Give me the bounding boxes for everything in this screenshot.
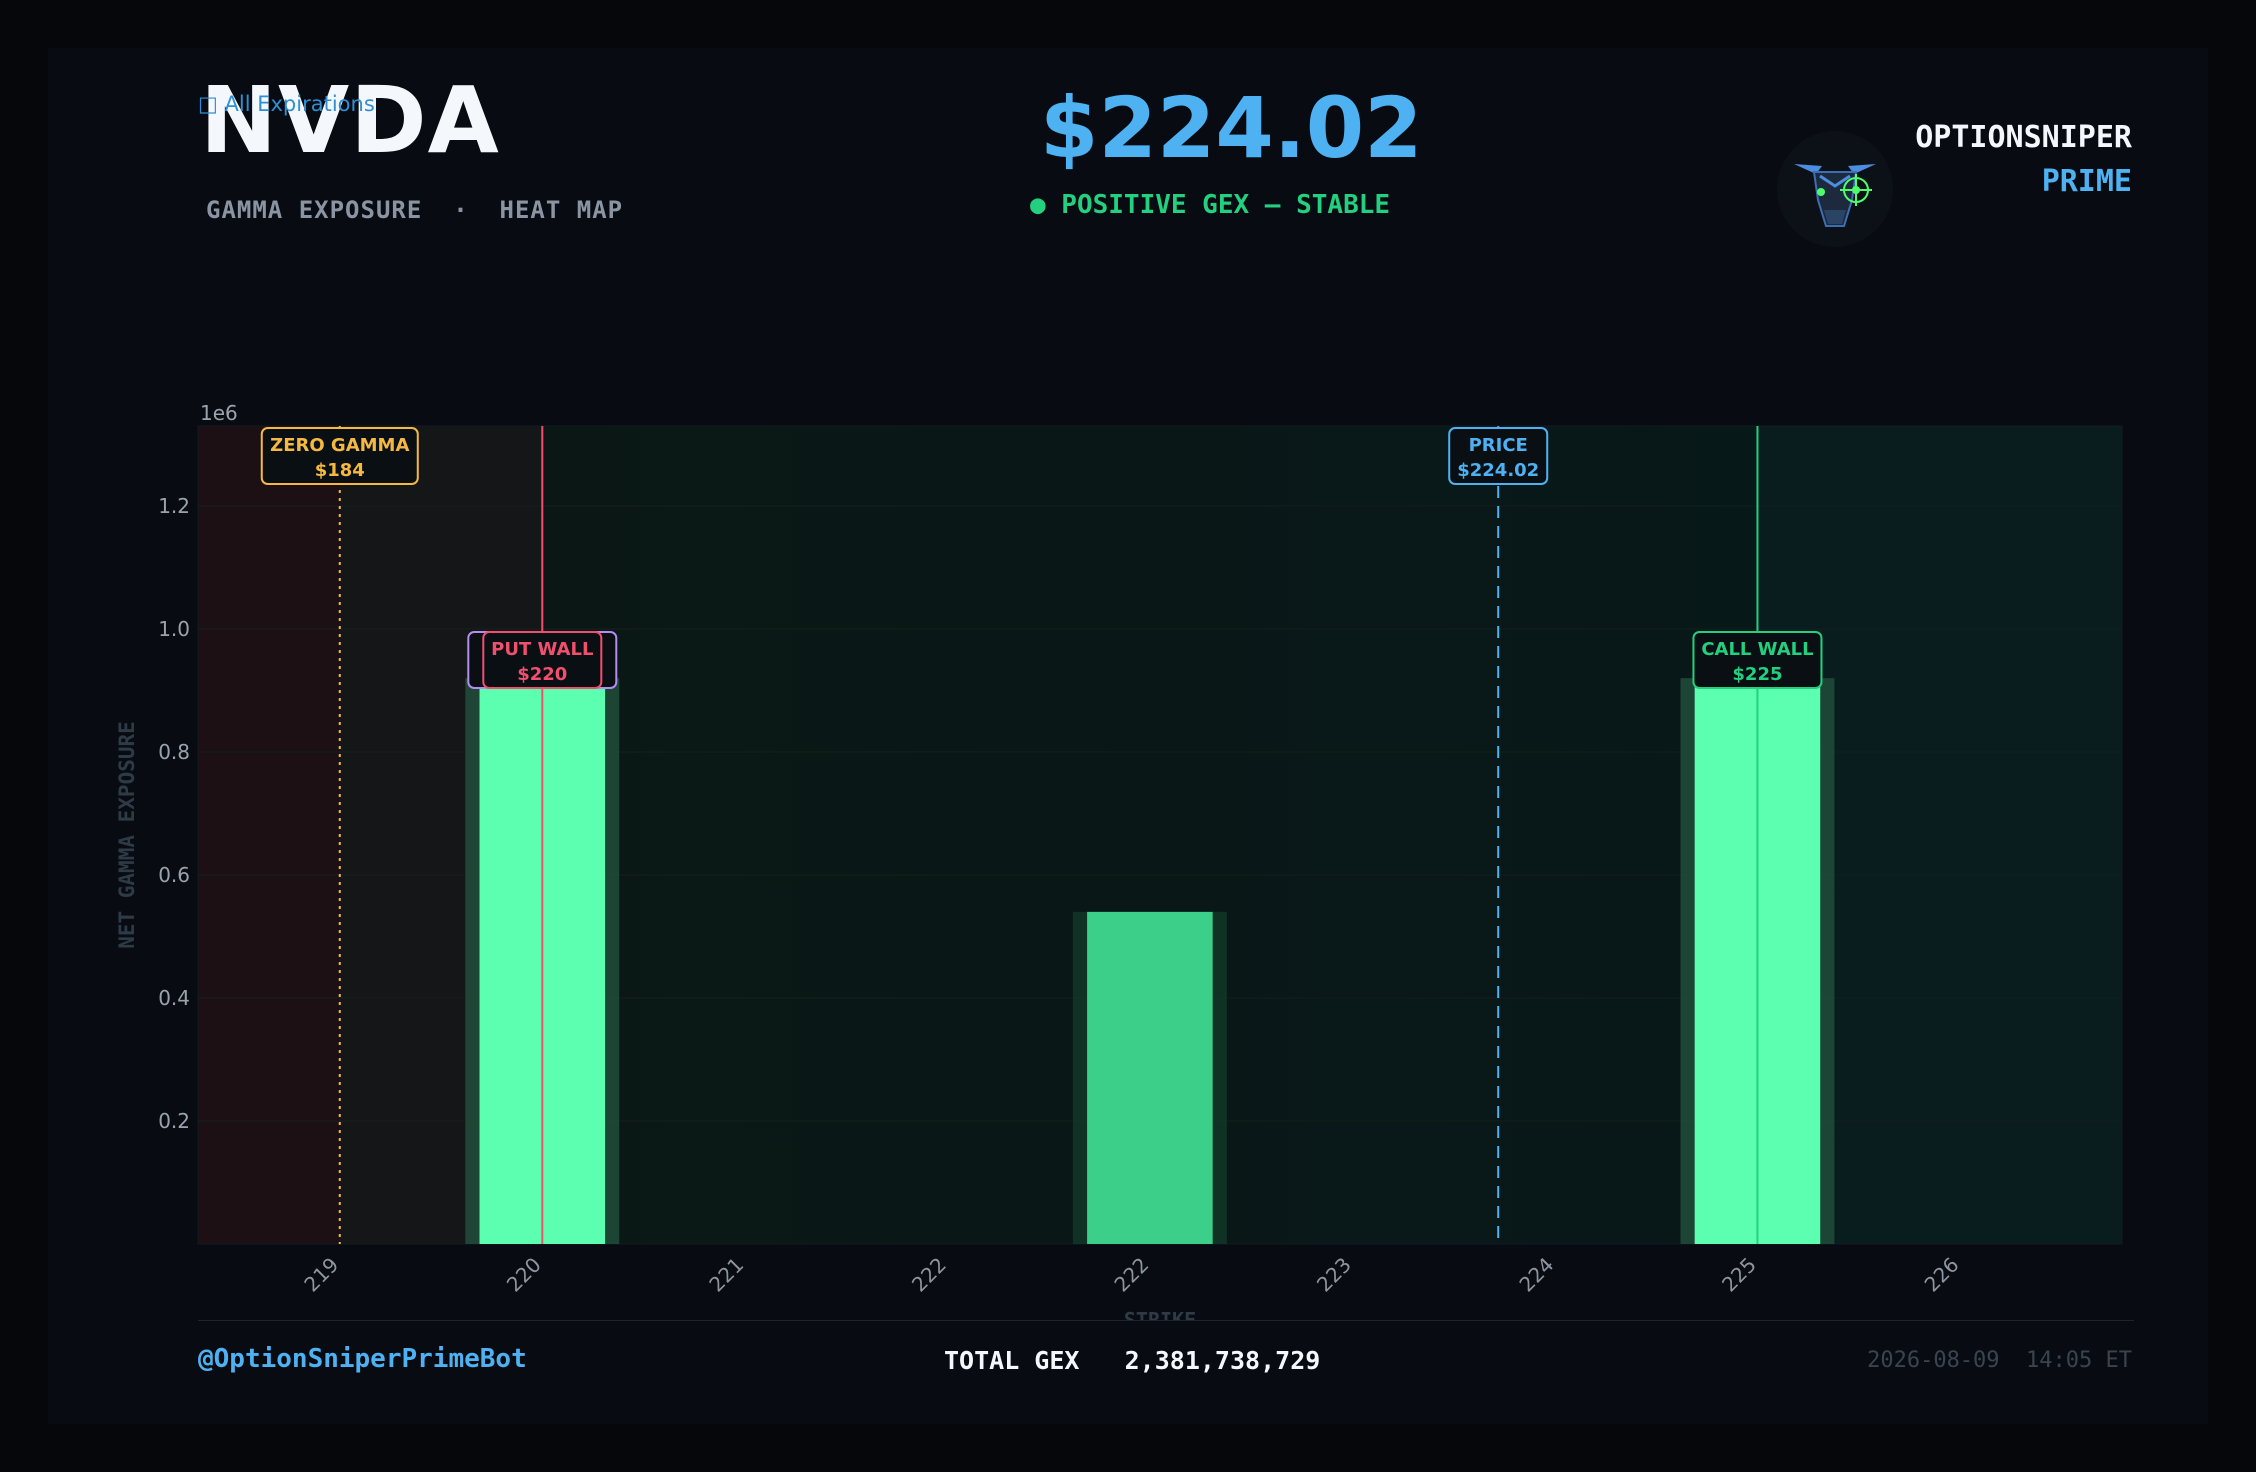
x-tick-label: 225 (1717, 1253, 1761, 1297)
gex-regime-status: ● POSITIVE GEX — STABLE (1030, 190, 1391, 220)
total-gex-value: 2,381,738,729 (1124, 1346, 1321, 1375)
y-scale-label: 1e6 (200, 401, 238, 425)
gex-bar (1087, 911, 1213, 1244)
y-tick-label: 0.8 (158, 740, 190, 764)
y-tick-label: 0.4 (158, 986, 190, 1010)
x-tick-label: 222 (907, 1253, 951, 1297)
total-gex: TOTAL GEX 2,381,738,729 (944, 1346, 1320, 1375)
x-tick-label: 221 (704, 1253, 748, 1297)
bot-handle-link[interactable]: @OptionSniperPrimeBot (198, 1344, 527, 1374)
brand-tier: PRIME (2041, 164, 2132, 199)
bull-crosshair-logo-icon (1777, 131, 1893, 247)
zero-gamma-label-value: $184 (315, 460, 365, 481)
x-tick-label: 222 (1109, 1253, 1153, 1297)
price-label-title: PRICE (1469, 435, 1528, 456)
y-tick-label: 0.2 (158, 1109, 190, 1133)
chart-subtitle: GAMMA EXPOSURE · HEAT MAP (206, 196, 624, 224)
x-tick-label: 220 (502, 1253, 546, 1297)
x-tick-label: 223 (1312, 1253, 1356, 1297)
zero-gamma-label-box (260, 427, 419, 485)
footer-divider (198, 1320, 2134, 1321)
total-gex-label: TOTAL GEX (944, 1346, 1080, 1375)
ticker-symbol: NVDA (200, 67, 500, 174)
call-wall-label-value: $225 (1732, 664, 1782, 685)
y-axis-label: NET GAMMA EXPOSURE (115, 721, 139, 949)
call-wall-label-box (1692, 631, 1823, 689)
x-tick-label: 226 (1920, 1253, 1964, 1297)
brand-name: OPTIONSNIPER (1915, 120, 2132, 155)
x-axis-label: STRIKE (1124, 1308, 1196, 1320)
negative-gamma-zone (198, 426, 340, 1244)
y-tick-label: 1.2 (158, 494, 190, 518)
y-tick-label: 1.0 (158, 617, 190, 641)
x-tick-label: 224 (1514, 1253, 1558, 1297)
price-label-value: $224.02 (1457, 460, 1539, 481)
call-wall-label-title: CALL WALL (1701, 639, 1813, 660)
report-timestamp: 2026-08-09 14:05 ET (1867, 1348, 2132, 1373)
put-wall-label-title: PUT WALL (491, 639, 593, 660)
y-tick-label: 0.6 (158, 863, 190, 887)
spot-price: $224.02 (1040, 79, 1423, 177)
x-tick-label: 219 (299, 1253, 343, 1297)
price-label-box (1448, 427, 1549, 485)
expirations-filter-link[interactable]: □ All Expirations (198, 92, 375, 116)
put-wall-label-value: $220 (517, 664, 567, 685)
put-wall-label-box (482, 631, 603, 689)
zero-gamma-label-title: ZERO GAMMA (270, 435, 409, 456)
